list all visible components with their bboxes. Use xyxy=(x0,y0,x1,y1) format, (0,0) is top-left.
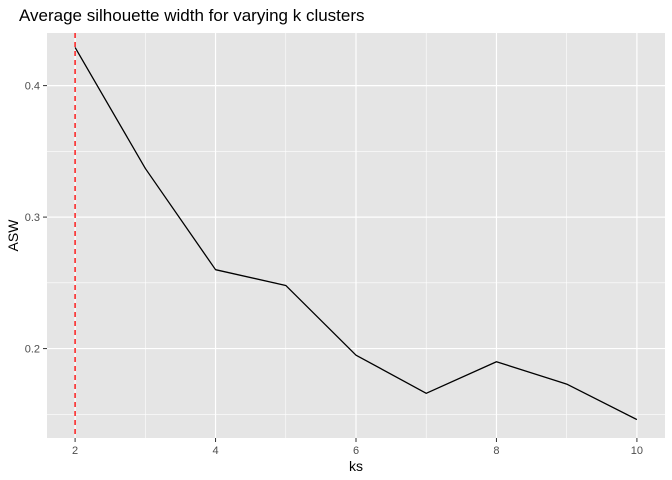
chart-title: Average silhouette width for varying k c… xyxy=(19,6,365,25)
x-tick-label-0: 2 xyxy=(72,445,78,457)
x-axis-ticks: 2 4 6 8 10 xyxy=(72,438,643,457)
y-tick-label-2: 0.4 xyxy=(25,81,40,93)
x-tick-label-2: 6 xyxy=(353,445,359,457)
x-axis-title: ks xyxy=(349,458,363,474)
x-tick-label-3: 8 xyxy=(493,445,499,457)
y-axis-title: ASW xyxy=(5,219,21,252)
y-tick-label-1: 0.3 xyxy=(25,212,40,224)
x-tick-label-1: 4 xyxy=(212,445,218,457)
y-axis-ticks: 0.2 0.3 0.4 xyxy=(25,81,47,356)
x-tick-label-4: 10 xyxy=(631,445,643,457)
y-tick-label-0: 0.2 xyxy=(25,344,40,356)
series-line-0 xyxy=(74,47,638,421)
series-layer xyxy=(74,47,638,421)
